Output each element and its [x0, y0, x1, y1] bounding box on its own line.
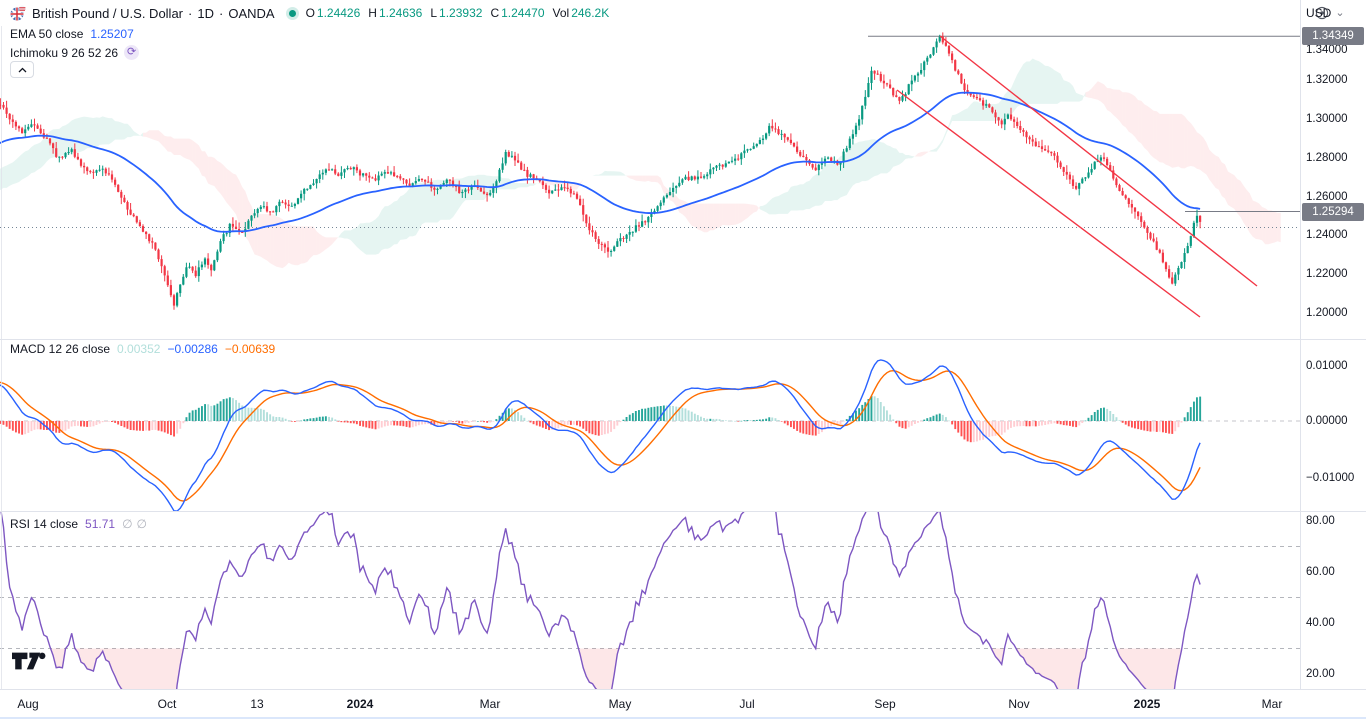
trend-channel-line[interactable] — [939, 35, 1258, 287]
chevron-down-icon: ⌄ — [1335, 7, 1345, 19]
target-circle-icon — [1315, 6, 1329, 20]
rsi-oversold-fill — [578, 648, 619, 689]
ichimoku-legend-row: Ichimoku 9 26 52 26 ⟳ — [10, 45, 140, 60]
goto-realtime-button[interactable] — [1314, 5, 1330, 26]
ohlc-open-label: O — [305, 6, 315, 20]
macd-axis-label: 0.01000 — [1306, 360, 1348, 372]
price-axis-label: 1.20000 — [1306, 307, 1348, 319]
rsi-axis-label: 20.00 — [1306, 668, 1335, 680]
time-axis-label: 2024 — [346, 697, 374, 711]
ohlc-close-value: 1.24470 — [501, 6, 545, 20]
price-level-badge: 1.25294 — [1302, 203, 1364, 221]
time-axis-label: Sep — [874, 697, 896, 711]
candlestick-series[interactable] — [0, 32, 1202, 310]
price-axis-label: 1.26000 — [1306, 191, 1348, 203]
currency-label: USD — [1306, 6, 1332, 20]
macd-indicator-label[interactable]: MACD 12 26 close — [10, 342, 111, 356]
ichimoku-indicator-label[interactable]: Ichimoku 9 26 52 26 — [10, 45, 119, 60]
time-axis-label: May — [608, 697, 632, 711]
gbpusd-flag-icon — [10, 5, 26, 21]
currency-unit-selector[interactable]: USD ⌄ — [1306, 6, 1345, 20]
macd-signal-value: −0.00639 — [224, 342, 276, 356]
ichimoku-loading-icon: ⟳ — [124, 45, 140, 60]
rsi-axis-label: 80.00 — [1306, 515, 1335, 527]
rsi-indicator-label[interactable]: RSI 14 close — [10, 517, 79, 531]
macd-line-value: −0.00286 — [167, 342, 218, 356]
rsi-oversold-fill — [75, 648, 184, 689]
time-axis-label: 2025 — [1133, 697, 1161, 711]
macd-histogram — [0, 396, 1202, 443]
rsi-oversold-fill — [991, 648, 1005, 665]
rsi-line[interactable] — [0, 490, 1201, 719]
separator-dot: · — [218, 5, 224, 21]
rsi-legend-row: RSI 14 close 51.71 ∅ ∅ — [10, 517, 147, 531]
rsi-oversold-fill — [50, 648, 66, 668]
price-axis[interactable]: 1.34000 1.32000 1.30000 1.28000 1.26000 1.240… — [1300, 0, 1366, 719]
chevron-up-icon — [18, 67, 26, 72]
symbol-legend-row: British Pound / U.S. Dollar · 1D · OANDA… — [10, 5, 609, 21]
price-level-badge: 1.34349 — [1302, 27, 1364, 45]
ema-legend-row: EMA 50 close 1.25207 — [10, 27, 134, 41]
interval-button[interactable]: 1D — [197, 5, 214, 21]
rsi-oversold-fill — [1016, 648, 1088, 689]
rsi-value: 51.71 — [85, 517, 116, 531]
macd-hist-value: 0.00352 — [117, 342, 161, 356]
macd-legend-row: MACD 12 26 close 0.00352 −0.00286 −0.006… — [10, 342, 275, 356]
ohlc-low-label: L — [430, 6, 438, 20]
separator-dot: · — [188, 5, 193, 21]
time-axis-label: 13 — [250, 697, 264, 711]
trend-channel-line[interactable] — [896, 89, 1201, 318]
volume-value: 246.2K — [571, 6, 610, 20]
rsi-empty-set-icon: ∅ — [122, 517, 133, 531]
ohlc-readout: O 1.24426 H 1.24636 L 1.23932 C 1.24470 … — [306, 6, 610, 20]
time-axis-label: Nov — [1008, 697, 1030, 711]
price-axis-label: 1.30000 — [1306, 113, 1348, 125]
ohlc-low-value: 1.23932 — [439, 6, 483, 20]
macd-axis-label: 0.00000 — [1306, 415, 1348, 427]
price-axis-label: 1.24000 — [1306, 229, 1348, 241]
collapse-legend-button[interactable] — [10, 61, 34, 78]
rsi-axis-label: 60.00 — [1306, 566, 1335, 578]
macd-pane[interactable] — [0, 359, 1300, 511]
ohlc-open-value: 1.24426 — [316, 6, 361, 20]
market-status-icon[interactable] — [288, 9, 296, 17]
rsi-oversold-fill — [1116, 648, 1182, 689]
macd-axis-label: −0.01000 — [1306, 472, 1355, 484]
rsi-pane[interactable] — [0, 490, 1300, 719]
price-axis-label: 1.22000 — [1306, 268, 1348, 280]
bottom-edge-strip — [0, 717, 1366, 719]
ema-value: 1.25207 — [90, 27, 134, 41]
time-axis-label: Oct — [157, 697, 177, 711]
ema-indicator-label[interactable]: EMA 50 close — [10, 27, 84, 41]
ohlc-high-label: H — [368, 6, 377, 20]
price-pane[interactable] — [0, 32, 1300, 318]
time-axis-label: Mar — [1261, 697, 1283, 711]
price-axis-label: 1.34000 — [1306, 44, 1348, 56]
time-axis-label: Mar — [479, 697, 501, 711]
ohlc-close-label: C — [490, 6, 500, 20]
price-axis-label: 1.32000 — [1306, 74, 1348, 86]
tradingview-logo[interactable] — [12, 650, 48, 672]
macd-signal-line[interactable] — [0, 369, 1201, 502]
macd-line[interactable] — [0, 359, 1201, 511]
rsi-empty-set-icon: ∅ — [136, 517, 147, 531]
ichimoku-cloud — [0, 58, 1281, 269]
volume-label: Vol — [552, 6, 570, 20]
ohlc-high-value: 1.24636 — [378, 6, 423, 20]
time-axis-label: Aug — [17, 697, 39, 711]
time-axis-label: Jul — [739, 697, 755, 711]
price-axis-label: 1.28000 — [1306, 152, 1348, 164]
rsi-axis-label: 40.00 — [1306, 617, 1335, 629]
symbol-title-button[interactable]: British Pound / U.S. Dollar — [32, 5, 184, 21]
exchange-button[interactable]: OANDA — [228, 5, 275, 21]
time-axis[interactable]: Aug Oct 13 2024 Mar May Jul Sep Nov 2025 Mar — [0, 689, 1366, 719]
ema50-line[interactable] — [0, 91, 1201, 233]
